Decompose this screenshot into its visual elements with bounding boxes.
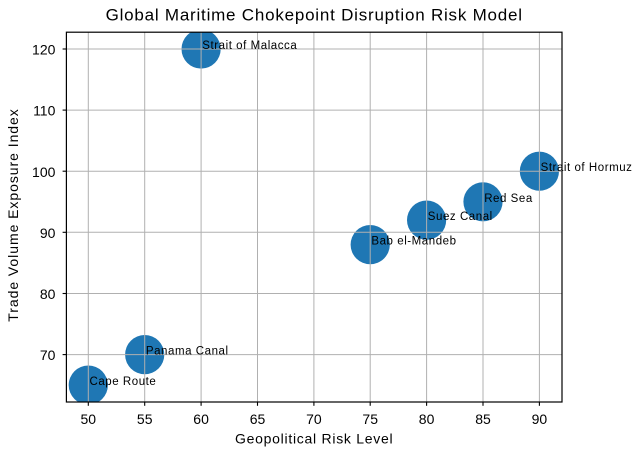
svg-text:55: 55 [137, 411, 153, 427]
svg-text:70: 70 [306, 411, 322, 427]
svg-text:Trade Volume Exposure Index: Trade Volume Exposure Index [5, 108, 21, 321]
svg-text:75: 75 [362, 411, 378, 427]
svg-text:Panama Canal: Panama Canal [146, 346, 229, 358]
svg-text:65: 65 [250, 411, 266, 427]
svg-text:110: 110 [33, 103, 56, 119]
svg-text:Cape Route: Cape Route [90, 376, 157, 388]
svg-text:80: 80 [40, 286, 56, 302]
svg-text:60: 60 [193, 411, 209, 427]
svg-text:Global Maritime Chokepoint Dis: Global Maritime Chokepoint Disruption Ri… [106, 6, 523, 25]
svg-text:50: 50 [81, 411, 97, 427]
svg-text:90: 90 [40, 225, 56, 241]
svg-text:Bab el-Mandeb: Bab el-Mandeb [371, 236, 456, 248]
svg-text:85: 85 [475, 411, 491, 427]
svg-text:90: 90 [532, 411, 548, 427]
svg-text:80: 80 [419, 411, 435, 427]
svg-text:Strait of Hormuz: Strait of Hormuz [541, 162, 633, 174]
svg-text:Red Sea: Red Sea [484, 193, 533, 205]
svg-text:Geopolitical Risk Level: Geopolitical Risk Level [235, 431, 393, 447]
svg-text:70: 70 [40, 347, 56, 363]
svg-text:Suez Canal: Suez Canal [428, 211, 493, 223]
svg-text:Strait of Malacca: Strait of Malacca [202, 40, 297, 52]
svg-text:120: 120 [32, 42, 56, 58]
svg-text:100: 100 [32, 164, 56, 180]
